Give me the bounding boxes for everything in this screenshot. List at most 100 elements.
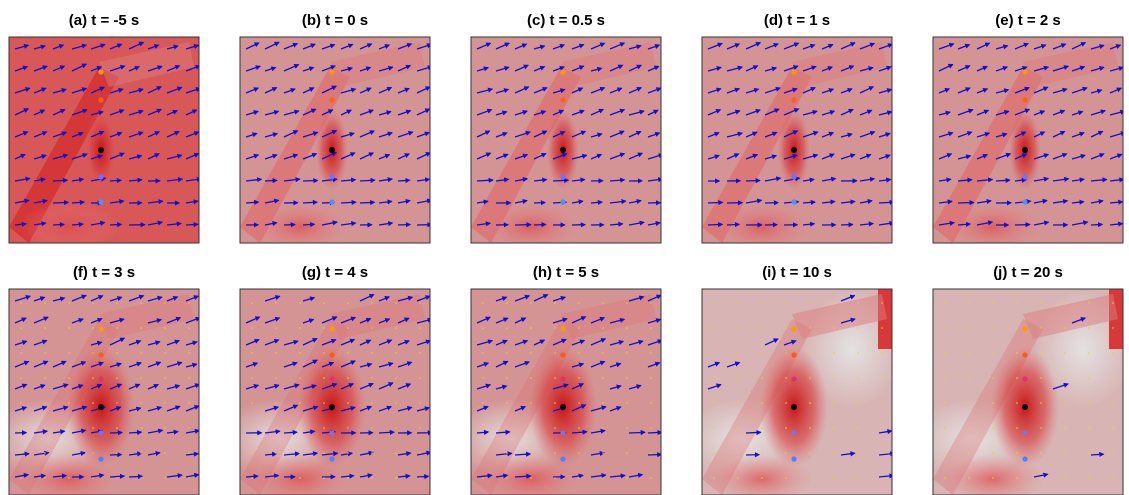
- grid-dot: [1040, 327, 1042, 329]
- grid-dot: [530, 302, 532, 304]
- grid-dot: [737, 352, 739, 354]
- grid-dot: [1016, 477, 1018, 479]
- grid-dot: [785, 352, 787, 354]
- grid-dot: [395, 377, 397, 379]
- vector-arrow: [379, 432, 394, 433]
- grid-dot: [1064, 377, 1066, 379]
- probe-point: [329, 69, 334, 74]
- warm-spot: [19, 202, 119, 252]
- grid-dot: [833, 477, 835, 479]
- grid-dot: [1064, 302, 1066, 304]
- grid-dot: [857, 377, 859, 379]
- grid-dot: [992, 452, 994, 454]
- grid-dot: [92, 402, 94, 404]
- grid-dot: [299, 352, 301, 354]
- grid-dot: [809, 402, 811, 404]
- grid-dot: [713, 477, 715, 479]
- grid-dot: [857, 477, 859, 479]
- grid-dot: [992, 302, 994, 304]
- grid-dot: [251, 327, 253, 329]
- probe-point: [560, 174, 565, 179]
- vector-arrow: [553, 180, 568, 181]
- grid-dot: [833, 377, 835, 379]
- grid-dot: [164, 427, 166, 429]
- grid-dot: [1112, 452, 1114, 454]
- vector-arrow: [246, 476, 258, 477]
- heatmap: [702, 37, 894, 252]
- grid-dot: [371, 427, 373, 429]
- probe-point: [329, 199, 334, 204]
- grid-dot: [530, 427, 532, 429]
- grid-dot: [68, 377, 70, 379]
- grid-dot: [626, 377, 628, 379]
- grid-dot: [857, 327, 859, 329]
- grid-dot: [761, 477, 763, 479]
- vector-arrow: [746, 432, 761, 433]
- grid-dot: [944, 477, 946, 479]
- grid-dot: [116, 477, 118, 479]
- probe-point: [98, 147, 104, 153]
- panel: (i) t = 10 s: [682, 264, 902, 495]
- vector-arrow: [398, 224, 410, 225]
- probe-point: [98, 174, 103, 179]
- grid-dot: [650, 452, 652, 454]
- grid-dot: [554, 327, 556, 329]
- probe-point: [560, 97, 565, 102]
- grid-dot: [20, 402, 22, 404]
- grid-dot: [116, 402, 118, 404]
- grid-dot: [809, 377, 811, 379]
- probe-point: [560, 430, 565, 435]
- vector-arrow: [303, 180, 318, 181]
- grid-dot: [20, 352, 22, 354]
- grid-dot: [20, 452, 22, 454]
- probe-point: [791, 69, 796, 74]
- grid-dot: [602, 327, 604, 329]
- grid-dot: [626, 452, 628, 454]
- grid-dot: [140, 427, 142, 429]
- probe-point: [1022, 430, 1027, 435]
- grid-dot: [650, 352, 652, 354]
- grid-dot: [1088, 352, 1090, 354]
- grid-dot: [140, 327, 142, 329]
- probe-point: [791, 326, 796, 331]
- grid-dot: [164, 452, 166, 454]
- grid-dot: [530, 327, 532, 329]
- warm-spot: [943, 202, 1043, 252]
- grid-dot: [1016, 427, 1018, 429]
- panel-title: (a) t = -5 s: [69, 12, 139, 29]
- probe-point: [329, 456, 334, 461]
- grid-dot: [323, 327, 325, 329]
- grid-dot: [737, 327, 739, 329]
- vector-arrow: [53, 180, 67, 181]
- probe-point: [98, 352, 103, 357]
- grid-dot: [1016, 452, 1018, 454]
- grid-dot: [713, 377, 715, 379]
- vector-arrow: [110, 224, 121, 225]
- grid-dot: [881, 327, 883, 329]
- grid-dot: [323, 402, 325, 404]
- grid-dot: [299, 477, 301, 479]
- grid-dot: [482, 377, 484, 379]
- grid-dot: [140, 352, 142, 354]
- grid-dot: [857, 452, 859, 454]
- grid-dot: [1088, 327, 1090, 329]
- grid-dot: [530, 377, 532, 379]
- grid-dot: [92, 327, 94, 329]
- grid-dot: [992, 377, 994, 379]
- vector-arrow: [186, 224, 198, 225]
- grid-dot: [395, 302, 397, 304]
- grid-dot: [275, 302, 277, 304]
- probe-point: [1022, 147, 1028, 153]
- vector-arrow: [53, 224, 64, 225]
- grid-dot: [506, 427, 508, 429]
- grid-dot: [578, 477, 580, 479]
- grid-dot: [506, 352, 508, 354]
- grid-dot: [275, 402, 277, 404]
- grid-dot: [737, 452, 739, 454]
- panel: (b) t = 0 s: [240, 12, 432, 252]
- grid-dot: [530, 452, 532, 454]
- grid-dot: [881, 377, 883, 379]
- grid-dot: [116, 302, 118, 304]
- grid-dot: [251, 352, 253, 354]
- grid-dot: [881, 477, 883, 479]
